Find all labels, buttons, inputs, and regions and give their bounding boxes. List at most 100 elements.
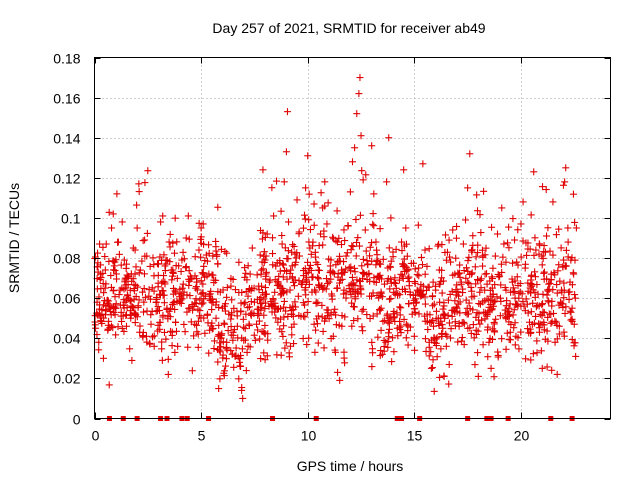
- data-point: [398, 247, 406, 255]
- data-point: [309, 273, 317, 281]
- data-point: [459, 289, 467, 297]
- data-point: [369, 312, 377, 320]
- data-point: [156, 253, 164, 261]
- data-point: [557, 299, 565, 307]
- data-point: [491, 252, 499, 260]
- data-point: [237, 299, 245, 307]
- data-point: [336, 376, 344, 384]
- data-point: [224, 327, 232, 335]
- data-point: [220, 319, 228, 327]
- data-point: [199, 220, 207, 228]
- data-point: [452, 303, 460, 311]
- data-point: [477, 284, 485, 292]
- data-point: [158, 356, 166, 364]
- data-point: [195, 246, 203, 254]
- data-point: [228, 309, 236, 317]
- data-point: [384, 343, 392, 351]
- data-point: [283, 288, 291, 296]
- data-point: [183, 308, 191, 316]
- data-point: [334, 273, 342, 281]
- data-point: [240, 300, 248, 308]
- data-point: [533, 337, 541, 345]
- y-tick-label: 0.12: [53, 171, 80, 187]
- data-point: [419, 290, 427, 298]
- data-point: [486, 334, 494, 342]
- data-point: [332, 261, 340, 269]
- data-point: [196, 296, 204, 304]
- data-point: [425, 245, 433, 253]
- data-point: [439, 324, 447, 332]
- data-point: [309, 242, 317, 250]
- data-point: [431, 282, 439, 290]
- data-point: [443, 248, 451, 256]
- data-point: [449, 306, 457, 314]
- data-point: [517, 302, 525, 310]
- data-point: [411, 346, 419, 354]
- data-point: [280, 178, 288, 186]
- data-point: [332, 237, 340, 245]
- data-point: [323, 306, 331, 314]
- data-point: [227, 282, 235, 290]
- data-point: [109, 257, 117, 265]
- data-point: [490, 318, 498, 326]
- data-point: [295, 311, 303, 319]
- data-point: [215, 385, 223, 393]
- data-point: [310, 200, 318, 208]
- data-point: [199, 289, 207, 297]
- data-point: [377, 326, 385, 334]
- data-point: [560, 279, 568, 287]
- data-point: [422, 347, 430, 355]
- data-point: [527, 211, 535, 219]
- data-point: [532, 246, 540, 254]
- data-point: [385, 295, 393, 303]
- data-point: [462, 309, 470, 317]
- data-point: [417, 253, 425, 261]
- data-point: [564, 224, 572, 232]
- data-point: [357, 132, 365, 140]
- data-point: [187, 318, 195, 326]
- data-point: [104, 297, 112, 305]
- data-point: [284, 255, 292, 263]
- data-point: [320, 344, 328, 352]
- y-tick-label: 0.04: [53, 331, 80, 347]
- data-point: [466, 150, 474, 158]
- data-point: [302, 184, 310, 192]
- data-point: [370, 190, 378, 198]
- data-point: [485, 338, 493, 346]
- data-point: [355, 90, 363, 98]
- data-point: [265, 302, 273, 310]
- data-point: [468, 246, 476, 254]
- data-point: [94, 249, 102, 257]
- data-point: [356, 211, 364, 219]
- data-point: [391, 274, 399, 282]
- data-point: [235, 258, 243, 266]
- data-point: [411, 309, 419, 317]
- data-point: [287, 266, 295, 274]
- data-point: [302, 291, 310, 299]
- data-point: [398, 272, 406, 280]
- data-point: [358, 323, 366, 331]
- data-point: [173, 327, 181, 335]
- data-point: [203, 257, 211, 265]
- data-point: [368, 239, 376, 247]
- data-point: [219, 351, 227, 359]
- x-tick-label: 10: [301, 428, 317, 444]
- data-point: [432, 339, 440, 347]
- data-point: [105, 208, 113, 216]
- data-point: [319, 285, 327, 293]
- data-point: [320, 233, 328, 241]
- axis-ticks: 0 0.02 0.04 0.06 0.08 0.1 0.12 0.14 0.16 0.18 0 5 10…: [53, 51, 611, 444]
- data-point: [194, 343, 202, 351]
- data-point: [150, 342, 158, 350]
- data-point: [356, 74, 364, 82]
- data-point: [216, 339, 224, 347]
- data-point: [379, 317, 387, 325]
- data-point: [387, 275, 395, 283]
- data-point: [169, 268, 177, 276]
- data-point: [247, 298, 255, 306]
- data-point: [428, 293, 436, 301]
- data-point: [385, 333, 393, 341]
- data-point: [194, 330, 202, 338]
- data-point: [312, 258, 320, 266]
